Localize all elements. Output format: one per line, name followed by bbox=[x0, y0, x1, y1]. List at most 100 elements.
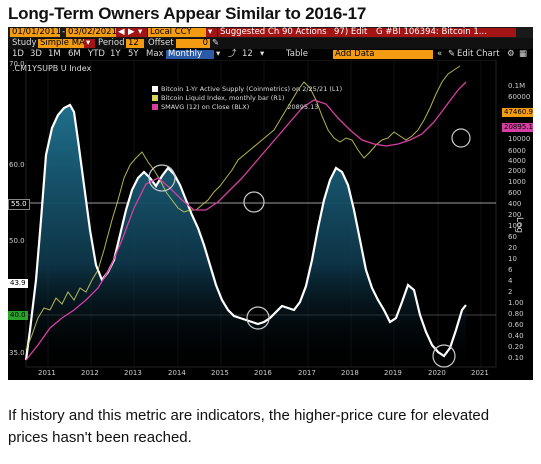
x-axis-tick: 2017 bbox=[298, 369, 316, 377]
right-axis-tick: 600 bbox=[508, 189, 522, 197]
add-data-field[interactable]: Add Data bbox=[333, 50, 433, 59]
table-button[interactable]: Table bbox=[286, 49, 308, 59]
right-axis-tick: 6 bbox=[508, 266, 513, 274]
pencil-icon[interactable]: ✎ bbox=[212, 38, 220, 48]
left-axis-tick: 35.0 bbox=[9, 349, 25, 357]
right-axis-tick: 4000 bbox=[508, 157, 526, 165]
range-5y[interactable]: 5Y bbox=[128, 49, 139, 59]
legend-label: Bitcoin Liquid Index, monthly bar (R1) bbox=[161, 94, 285, 102]
chart-title: Long-Term Owners Appear Similar to 2016-… bbox=[8, 4, 367, 23]
line-style-icon[interactable]: ⤴ bbox=[228, 49, 237, 59]
collapse-icon[interactable]: « bbox=[437, 49, 443, 59]
x-axis-tick: 2011 bbox=[38, 369, 56, 377]
frequency-select[interactable]: Monthly bbox=[166, 50, 214, 59]
legend-price: Bitcoin Liquid Index, monthly bar (R1) bbox=[152, 94, 284, 102]
range-6m[interactable]: 6M bbox=[68, 49, 81, 59]
range-ytd[interactable]: YTD bbox=[88, 49, 105, 59]
study-select[interactable]: Simple MA bbox=[38, 38, 86, 48]
right-axis-tick: 100 bbox=[508, 222, 522, 230]
log-axis-label: Log bbox=[514, 217, 524, 234]
ticker-label: .CM1YSUPB U Index bbox=[12, 64, 92, 73]
end-date-field[interactable]: 03/02/2021 bbox=[66, 27, 117, 37]
range-1m[interactable]: 1M bbox=[48, 49, 61, 59]
legend-label: Bitcoin 1-Yr Active Supply (Coinmetrics)… bbox=[161, 85, 343, 93]
legend-value: 20895.13 bbox=[287, 103, 319, 111]
chart-options-icon[interactable]: ▦ bbox=[519, 49, 528, 59]
bloomberg-terminal-panel: 01/01/2011 - 03/02/2021 ◀ ▶ ▾ Local CCY … bbox=[8, 27, 533, 380]
legend-swatch bbox=[152, 95, 158, 101]
next-arrow-icon[interactable]: ▶ bbox=[126, 28, 137, 37]
right-axis-tick: 2 bbox=[508, 288, 513, 296]
active-supply-line bbox=[24, 103, 467, 361]
prev-arrow-icon[interactable]: ◀ bbox=[116, 28, 127, 37]
chevron-down-icon[interactable]: ▾ bbox=[136, 28, 147, 37]
range-1y[interactable]: 1Y bbox=[110, 49, 121, 59]
right-axis-tick: 10 bbox=[508, 255, 517, 263]
period-field[interactable]: 12 bbox=[126, 39, 144, 48]
range-max[interactable]: Max bbox=[146, 49, 164, 59]
chevron-down-icon[interactable]: ▾ bbox=[216, 49, 221, 59]
left-tag-55: 55.0 bbox=[8, 199, 30, 210]
right-axis-tick: 0.20 bbox=[508, 343, 524, 351]
offset-label: Offset bbox=[148, 38, 174, 48]
left-tag-40: 40.0 bbox=[8, 311, 28, 320]
chevron-down-icon[interactable]: ▾ bbox=[84, 39, 95, 48]
range-3d[interactable]: 3D bbox=[30, 49, 42, 59]
x-axis-tick: 2014 bbox=[168, 369, 186, 377]
chart-caption: If history and this metric are indicator… bbox=[8, 407, 490, 446]
legend-swatch bbox=[152, 86, 158, 92]
x-axis-tick: 2015 bbox=[211, 369, 229, 377]
gear-icon[interactable]: ⚙ bbox=[507, 49, 515, 59]
edit-chart-button[interactable]: Edit Chart bbox=[457, 49, 500, 59]
range-toolbar: 1D 3D 1M 6M YTD 1Y 5Y Max Monthly ▾ ⤴ 12… bbox=[8, 49, 533, 60]
bar-count-icon[interactable]: 12 bbox=[242, 49, 253, 59]
price-tag-last: 47460.92 bbox=[502, 108, 533, 117]
legend-sma: SMAVG (12) on Close (BLX) 20895.13 bbox=[152, 103, 318, 111]
period-label: Period bbox=[98, 38, 125, 48]
right-axis-tick: 0.80 bbox=[508, 310, 524, 318]
x-axis-tick: 2012 bbox=[81, 369, 99, 377]
study-label: Study bbox=[12, 38, 37, 48]
active-supply-area bbox=[26, 105, 466, 367]
legend-swatch bbox=[152, 104, 158, 110]
legend-label: SMAVG (12) on Close (BLX) bbox=[161, 103, 250, 111]
security-field[interactable]: G #BI 106394: Bitcoin 1... bbox=[374, 28, 516, 37]
bitcoin-price-line bbox=[25, 65, 461, 351]
left-axis-tick: 60.0 bbox=[9, 161, 25, 169]
edit-menu[interactable]: 97) Edit bbox=[332, 28, 374, 37]
chevron-down-icon[interactable]: ▾ bbox=[260, 49, 265, 59]
right-axis-tick: 6000 bbox=[508, 147, 526, 155]
chevron-down-icon[interactable]: ▾ bbox=[206, 28, 217, 37]
legend-supply: Bitcoin 1-Yr Active Supply (Coinmetrics)… bbox=[152, 85, 342, 93]
right-axis-tick: 60 bbox=[508, 233, 517, 241]
currency-select[interactable]: Local CCY bbox=[148, 28, 206, 37]
right-axis-tick: 1000 bbox=[508, 178, 526, 186]
x-axis-tick: 2013 bbox=[124, 369, 142, 377]
right-axis-tick: 20 bbox=[508, 244, 517, 252]
left-axis-tick: 70.0 bbox=[9, 60, 25, 68]
right-axis-tick: 0.10 bbox=[508, 354, 524, 362]
right-axis-tick: 1.00 bbox=[508, 299, 524, 307]
study-toolbar: Study Simple MA ▾ Period 12 Offset 0 ✎ bbox=[8, 38, 533, 49]
right-axis-tick: 0.60 bbox=[508, 321, 524, 329]
actions-menu[interactable]: 90 Actions bbox=[280, 28, 332, 37]
right-axis-tick: 0.40 bbox=[508, 332, 524, 340]
range-1d[interactable]: 1D bbox=[12, 49, 24, 59]
highlight-circles bbox=[148, 128, 471, 368]
pencil-icon[interactable]: ✎ bbox=[448, 49, 456, 59]
x-axis-tick: 2020 bbox=[428, 369, 446, 377]
left-tag-43: 43.9 bbox=[8, 279, 28, 288]
suggested-charts-button[interactable]: Suggested Charts bbox=[218, 27, 296, 37]
x-axis-tick: 2018 bbox=[341, 369, 359, 377]
right-axis-tick: 60000 bbox=[508, 93, 531, 101]
offset-field[interactable]: 0 bbox=[176, 39, 210, 48]
sma-line bbox=[25, 81, 467, 361]
right-axis-tick: 4 bbox=[508, 277, 513, 285]
price-tag-sma: 20895.13 bbox=[502, 123, 533, 132]
start-date-field[interactable]: 01/01/2011 bbox=[10, 27, 61, 37]
x-axis-tick: 2021 bbox=[471, 369, 489, 377]
toolbar-top: 01/01/2011 - 03/02/2021 ◀ ▶ ▾ Local CCY … bbox=[8, 27, 533, 38]
left-axis-tick: 50.0 bbox=[9, 237, 25, 245]
right-axis-tick: 400 bbox=[508, 200, 522, 208]
right-axis-tick: 0.1M bbox=[508, 82, 526, 90]
